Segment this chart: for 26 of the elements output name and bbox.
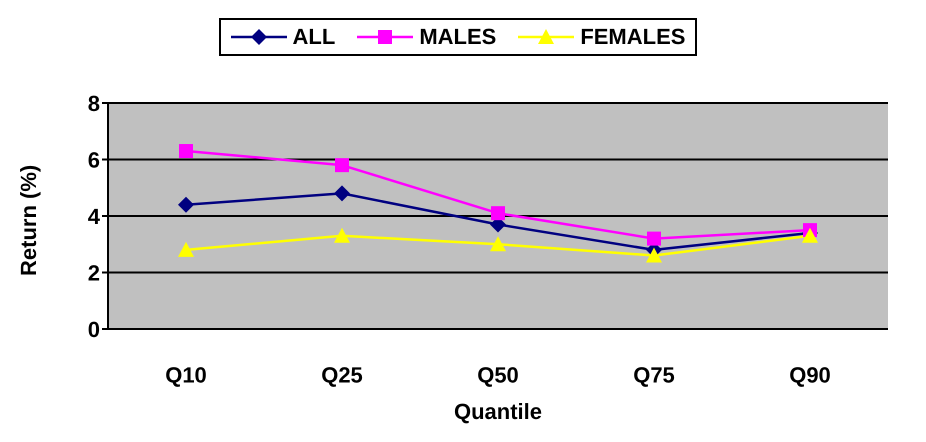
x-tick-label: Q10: [165, 362, 207, 388]
legend-label: FEMALES: [579, 24, 686, 50]
x-tick-label: Q25: [321, 362, 363, 388]
legend-label: MALES: [418, 24, 496, 50]
y-axis-title: Return (%): [16, 164, 41, 276]
point: [490, 236, 506, 252]
y-tick-label: 2: [88, 260, 100, 286]
x-tick-label: Q90: [789, 362, 831, 388]
y-tick-label: 0: [88, 316, 100, 342]
point: [334, 228, 350, 243]
y-tick-label: 6: [88, 147, 100, 172]
x-tick-label: Q50: [477, 362, 519, 388]
point: [178, 242, 194, 257]
point: [178, 196, 194, 213]
y-tick-label: 8: [88, 90, 100, 116]
y-tick-label: 4: [88, 204, 101, 229]
point: [647, 232, 661, 246]
point: [179, 144, 193, 158]
point: [646, 248, 662, 263]
point: [491, 206, 505, 220]
legend-label: ALL: [292, 24, 336, 50]
point: [334, 185, 350, 202]
x-tick-label: Q75: [633, 362, 675, 388]
point: [802, 228, 818, 243]
point: [335, 158, 349, 172]
x-axis-title: Quantile: [454, 399, 542, 424]
